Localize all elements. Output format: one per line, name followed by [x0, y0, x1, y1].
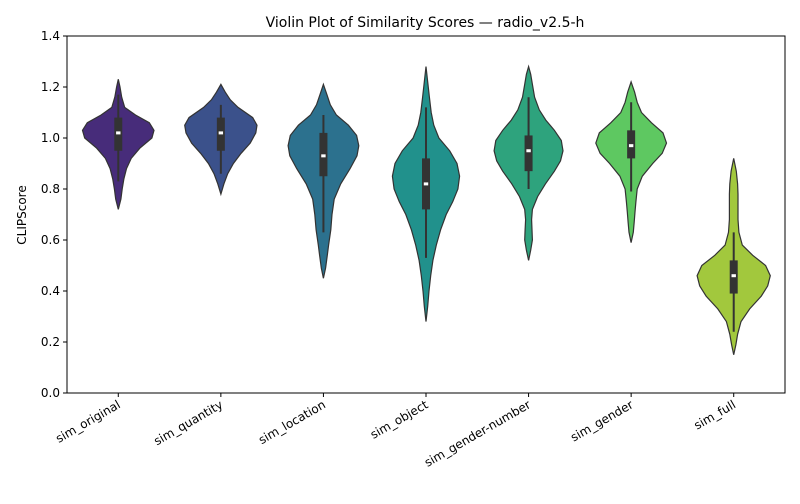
y-axis-label: CLIPScore — [15, 185, 29, 244]
x-tick-label: sim_original — [53, 397, 122, 445]
median-marker-sim_quantity — [218, 131, 224, 135]
x-tick-label: sim_quantity — [151, 397, 225, 448]
plot-area: 0.0 0.2 0.4 0.6 0.8 1.0 1.2 1.4 sim_original sim_… — [41, 29, 786, 470]
median-marker-sim_gender-number — [526, 149, 531, 153]
median-marker-sim_location — [321, 154, 326, 158]
x-tick-label: sim_object — [368, 397, 431, 441]
median-marker-sim_original — [116, 131, 121, 135]
median-marker-sim_full — [731, 274, 736, 278]
chart-title: Violin Plot of Similarity Scores — radio… — [266, 15, 585, 31]
median-marker-sim_gender — [628, 144, 634, 148]
x-tick-label: sim_gender-number — [422, 397, 533, 469]
y-tick-label: 1.4 — [41, 29, 60, 43]
y-tick-label: 1.0 — [41, 131, 60, 145]
iqr-box-sim_gender-number — [524, 135, 533, 172]
y-tick-label: 0.4 — [41, 284, 60, 298]
y-tick-label: 0.6 — [41, 233, 60, 247]
median-marker-sim_object — [423, 182, 429, 186]
y-tick-label: 0.0 — [41, 386, 60, 400]
y-tick-label: 0.2 — [41, 335, 60, 349]
x-tick-label: sim_gender — [568, 397, 636, 444]
y-tick-label: 0.8 — [41, 182, 60, 196]
x-tick-label: sim_location — [256, 397, 328, 447]
y-tick-label: 1.2 — [41, 80, 60, 94]
x-tick-label: sim_full — [692, 397, 739, 432]
